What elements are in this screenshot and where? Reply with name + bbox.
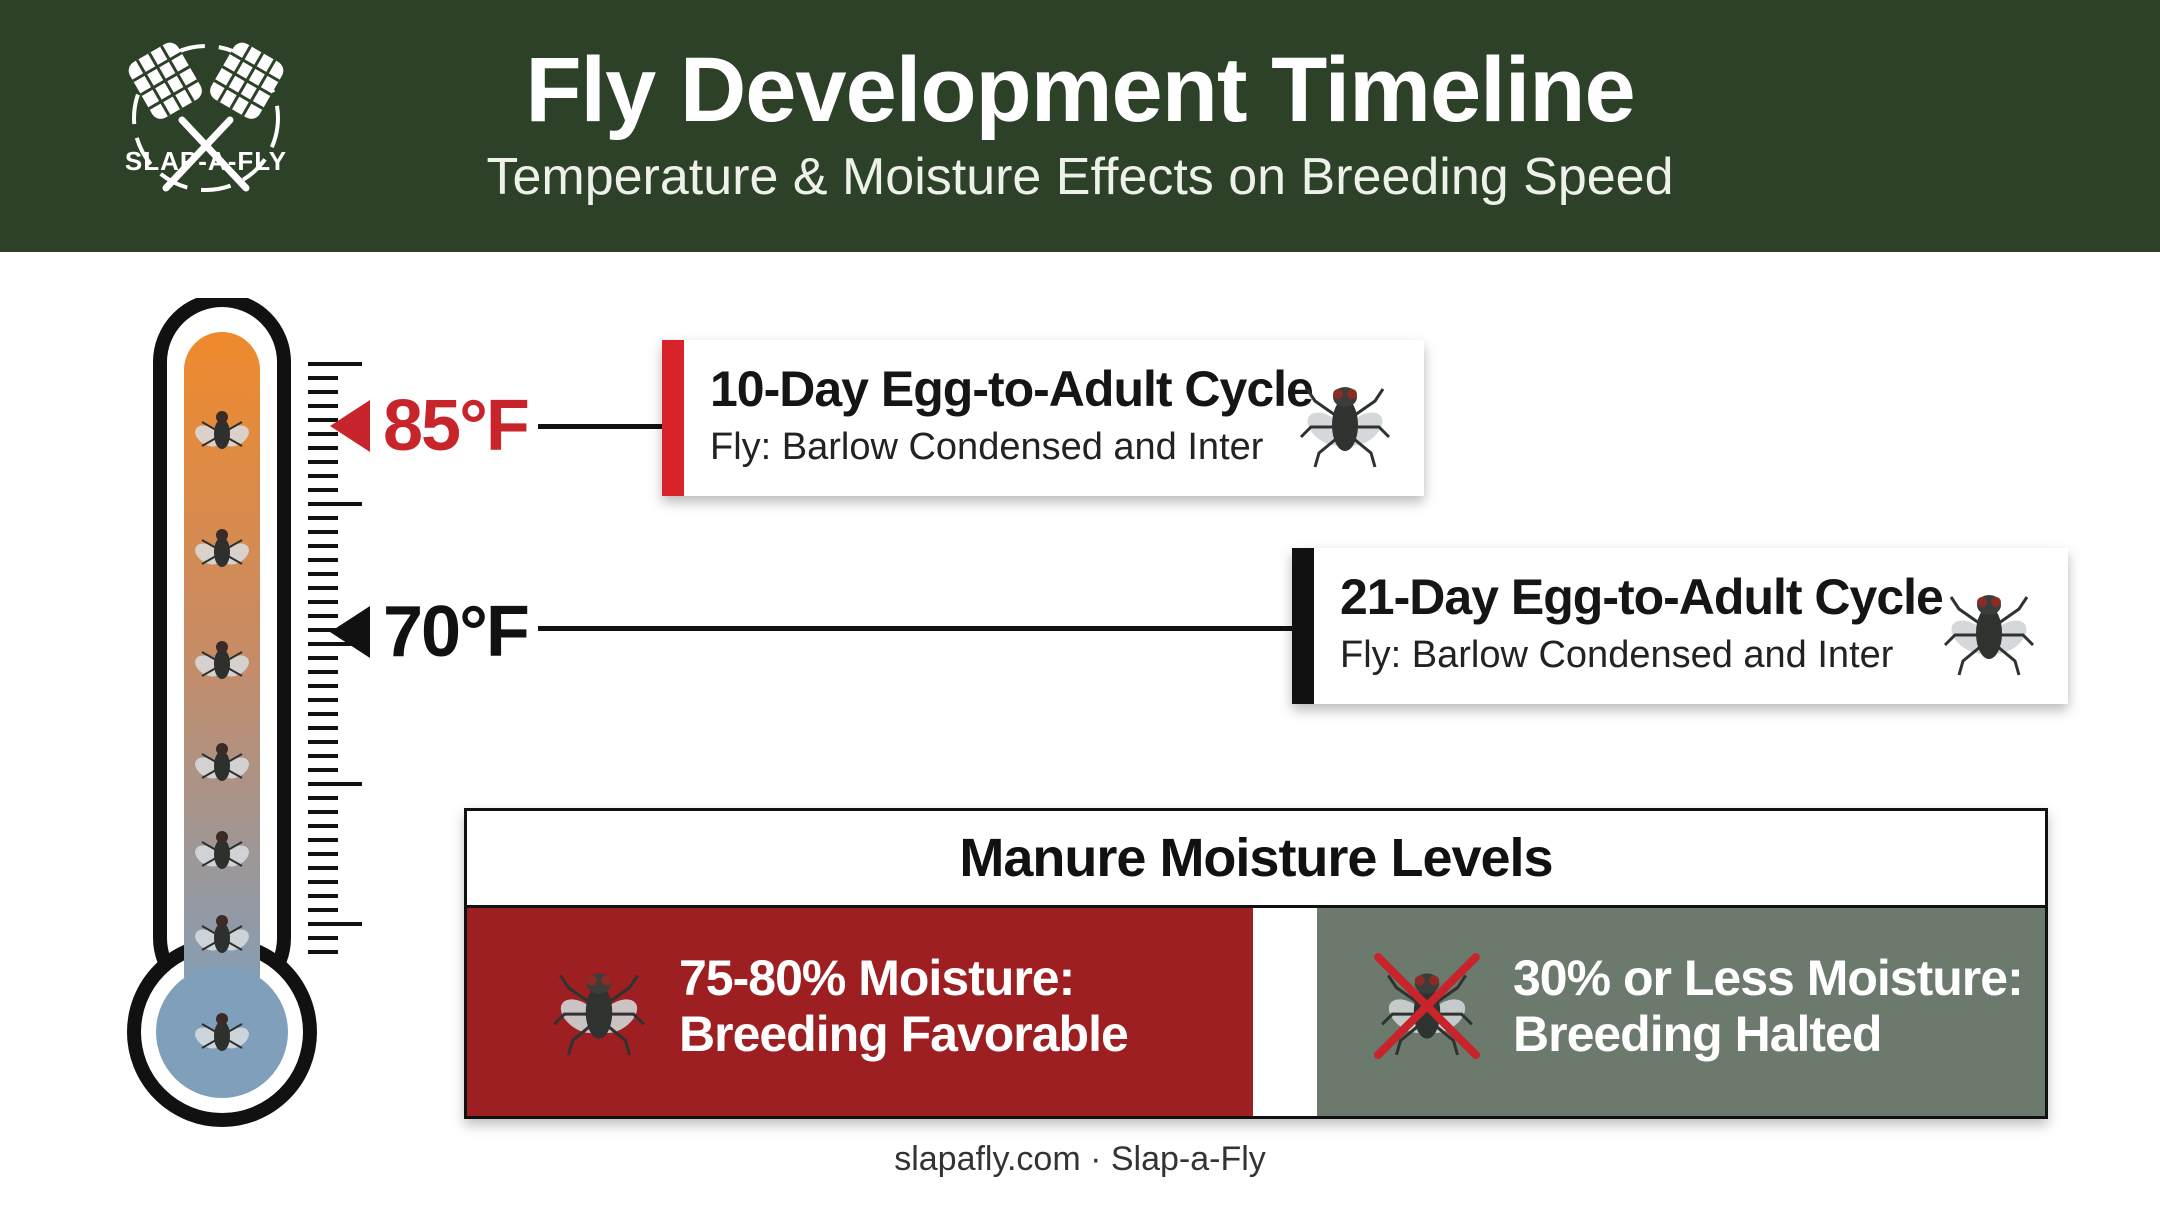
temp-label-70: 70°F bbox=[383, 592, 530, 672]
manure-moisture-panel: Manure Moisture Levels 75-80% Moisture: … bbox=[464, 808, 2048, 1119]
cycle-card-subtitle: Fly: Barlow Condensed and Inter bbox=[710, 426, 1264, 468]
footer-credit: slapafly.com · Slap-a-Fly bbox=[894, 1140, 1266, 1178]
temp-label-85: 85°F bbox=[383, 386, 530, 466]
cycle-card-21-day: 21-Day Egg-to-Adult Cycle Fly: Barlow Co… bbox=[1292, 548, 2068, 704]
cycle-card-10-day: 10-Day Egg-to-Adult Cycle Fly: Barlow Co… bbox=[662, 340, 1424, 496]
crossed-out-fly-icon bbox=[1374, 953, 1480, 1059]
moisture-level-line2: Breeding Favorable bbox=[679, 1006, 1129, 1062]
slap-a-fly-logo: SLAP-A-FLY bbox=[106, 38, 306, 208]
logo-text: SLAP-A-FLY bbox=[124, 146, 288, 176]
temp-marker-85-icon bbox=[330, 400, 370, 452]
cycle-card-subtitle: Fly: Barlow Condensed and Inter bbox=[1340, 634, 1894, 676]
housefly-icon bbox=[552, 971, 646, 1057]
cycle-card-title: 10-Day Egg-to-Adult Cycle bbox=[710, 361, 1314, 417]
cycle-card-title: 21-Day Egg-to-Adult Cycle bbox=[1340, 569, 1944, 625]
moisture-level-text: 30% or Less Moisture: Breeding Halted bbox=[1513, 950, 2024, 1062]
thermometer-graphic bbox=[127, 298, 317, 1127]
temp-marker-70-icon bbox=[330, 606, 370, 658]
page-title: Fly Development Timeline bbox=[525, 39, 1635, 141]
connector-70 bbox=[538, 626, 1294, 631]
housefly-icon bbox=[1943, 593, 2035, 677]
fly-swatter-logo-icon bbox=[128, 42, 284, 192]
moisture-level-line1: 75-80% Moisture: bbox=[679, 950, 1075, 1006]
moisture-level-line1: 30% or Less Moisture: bbox=[1513, 950, 2024, 1006]
moisture-level-favorable: 75-80% Moisture: Breeding Favorable bbox=[467, 908, 1253, 1116]
page-subtitle: Temperature & Moisture Effects on Breedi… bbox=[486, 148, 1674, 206]
moisture-level-text: 75-80% Moisture: Breeding Favorable bbox=[679, 950, 1129, 1062]
moisture-title: Manure Moisture Levels bbox=[467, 811, 2045, 908]
header-banner: SLAP-A-FLY Fly Development Timeline Temp… bbox=[0, 0, 2160, 252]
moisture-level-line2: Breeding Halted bbox=[1513, 1006, 1882, 1062]
housefly-icon bbox=[1299, 385, 1391, 469]
connector-85 bbox=[538, 424, 664, 429]
moisture-level-halted: 30% or Less Moisture: Breeding Halted bbox=[1317, 908, 2045, 1116]
